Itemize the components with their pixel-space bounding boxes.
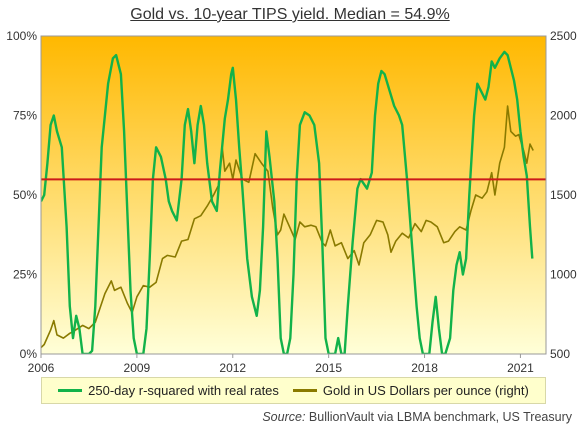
legend: 250-day r-squared with real rates Gold i… (41, 377, 546, 404)
x-tick-label: 2009 (124, 361, 151, 375)
y-right-tick-label: 2000 (550, 109, 577, 123)
plot-border (40, 35, 547, 355)
source-note: Source: BullionVault via LBMA benchmark,… (262, 410, 572, 424)
y-left-tick-label: 50% (13, 188, 37, 202)
legend-swatch-gold (292, 389, 317, 392)
plot-background (41, 36, 546, 354)
y-right-tick-label: 1000 (550, 268, 577, 282)
y-right-tick-label: 1500 (550, 188, 577, 202)
y-right-tick-label: 2500 (550, 29, 577, 43)
legend-swatch-rsquared (58, 389, 83, 392)
y-left-tick-label: 25% (13, 268, 37, 282)
x-tick-label: 2012 (219, 361, 246, 375)
legend-item-gold: Gold in US Dollars per ounce (right) (292, 383, 529, 398)
source-text: BullionVault via LBMA benchmark, US Trea… (305, 410, 572, 424)
legend-label-gold: Gold in US Dollars per ounce (right) (322, 383, 529, 398)
y-left-tick-label: 75% (13, 109, 37, 123)
x-tick-label: 2021 (507, 361, 534, 375)
chart-title: Gold vs. 10-year TIPS yield. Median = 54… (130, 6, 450, 23)
legend-label-rsquared: 250-day r-squared with real rates (88, 383, 279, 398)
legend-item-rsquared: 250-day r-squared with real rates (58, 383, 279, 398)
x-tick-label: 2015 (315, 361, 342, 375)
y-left-tick-label: 0% (20, 347, 38, 361)
series-rsquared-line (41, 50, 534, 354)
source-prefix: Source: (262, 410, 306, 424)
y-right-tick-label: 500 (550, 347, 570, 361)
x-tick-label: 2018 (411, 361, 438, 375)
x-tick-label: 2006 (28, 361, 55, 375)
y-left-tick-label: 100% (6, 29, 37, 43)
